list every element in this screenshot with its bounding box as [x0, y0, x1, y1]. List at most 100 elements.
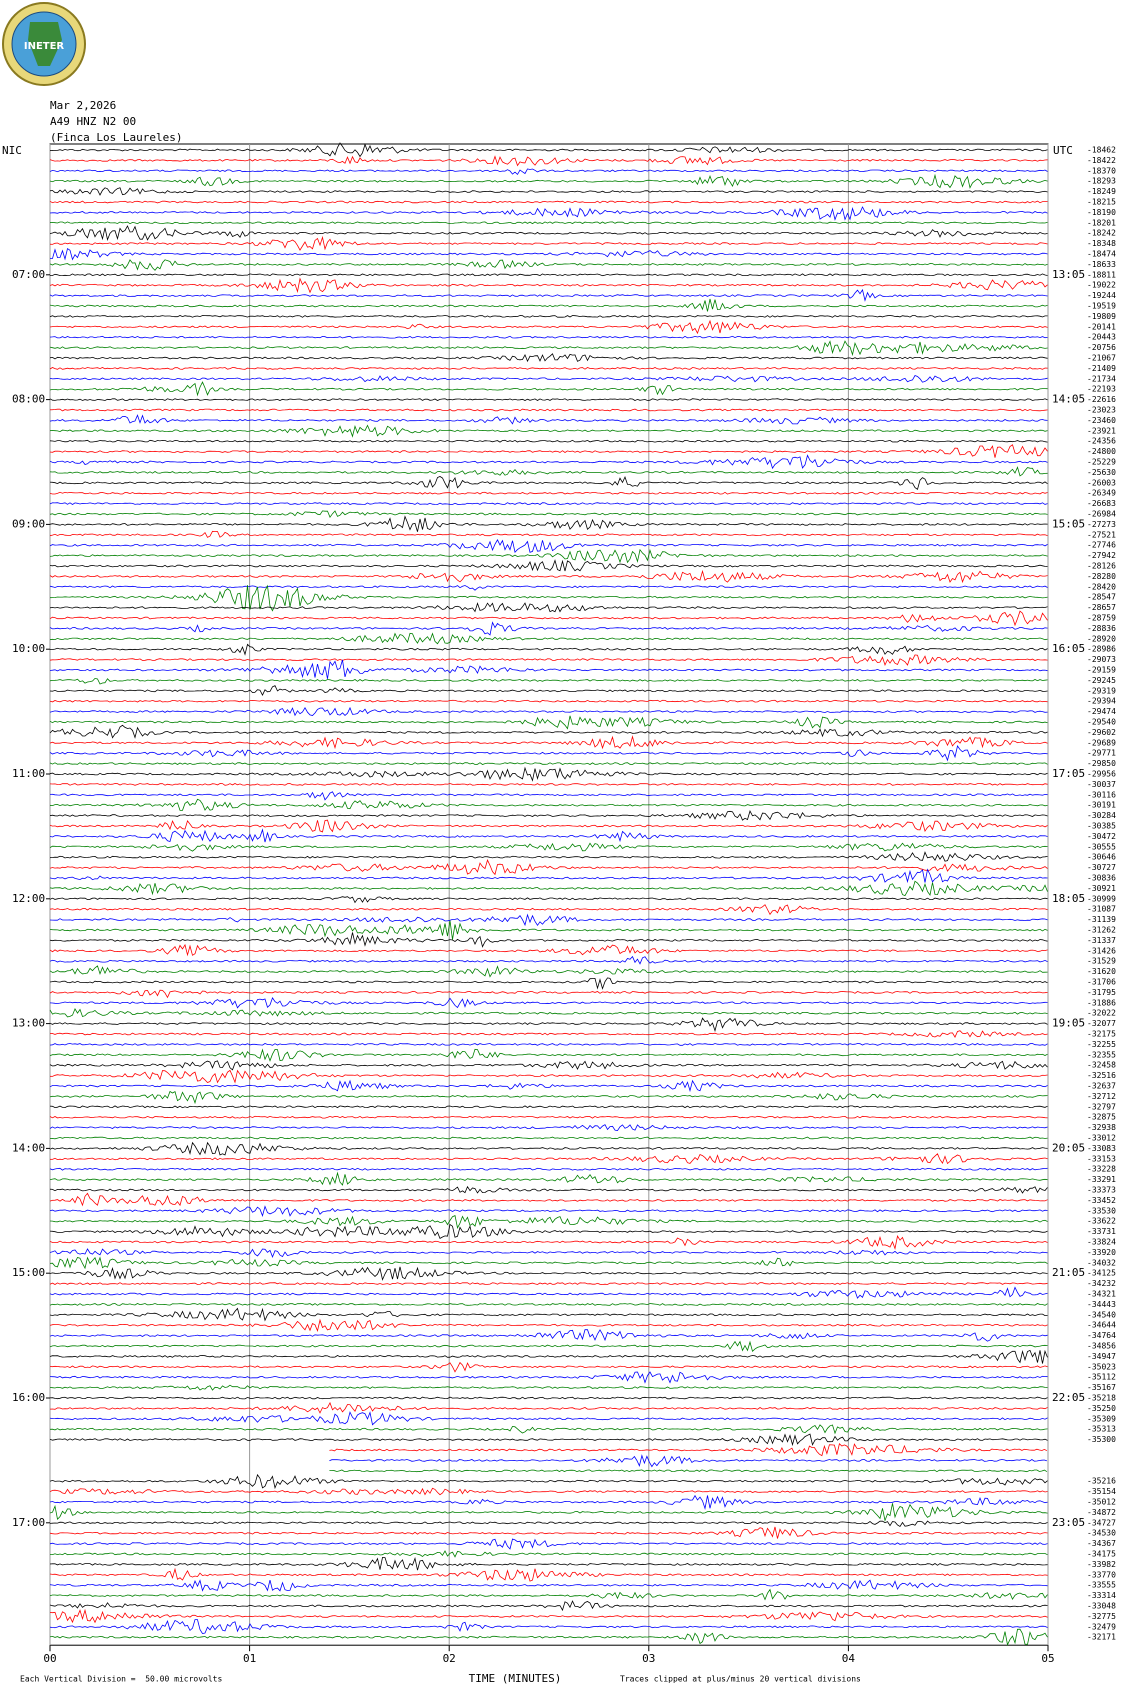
trace-offset: -33731 [1087, 1227, 1116, 1236]
trace [49, 1136, 1048, 1140]
trace [49, 1329, 1048, 1342]
trace [49, 454, 1048, 470]
trace-offset: -32077 [1087, 1019, 1116, 1028]
trace-offset: -31139 [1087, 915, 1116, 924]
trace [49, 819, 1048, 833]
trace [49, 466, 1048, 477]
trace [49, 1008, 1048, 1018]
trace-offset: -30037 [1087, 780, 1116, 789]
trace [49, 1433, 1048, 1447]
left-time: 14:00 [12, 1141, 45, 1154]
trace [49, 677, 1048, 685]
trace [49, 745, 1048, 762]
trace-offset: -32255 [1087, 1040, 1116, 1049]
trace [49, 1105, 1048, 1109]
trace-offset: -32637 [1087, 1082, 1116, 1091]
trace [49, 762, 1048, 765]
trace-offset: -33083 [1087, 1144, 1116, 1153]
trace [49, 643, 1048, 656]
trace [49, 1192, 1048, 1207]
trace-offset: -33824 [1087, 1238, 1116, 1247]
trace [49, 1090, 1048, 1105]
trace-offset: -29474 [1087, 707, 1116, 716]
trace [49, 766, 1048, 782]
trace [49, 715, 1048, 730]
trace-offset: -33291 [1087, 1175, 1116, 1184]
trace [49, 842, 1048, 852]
x-tick-label: 03 [642, 1652, 655, 1665]
trace-offset: -28986 [1087, 645, 1116, 654]
trace-offset: -34947 [1087, 1352, 1116, 1361]
trace [49, 1628, 1048, 1646]
x-axis-label: TIME (MINUTES) [469, 1672, 562, 1685]
trace-offset: -21409 [1087, 364, 1116, 373]
trace-offset: -24800 [1087, 447, 1116, 456]
trace-offset: -35313 [1087, 1425, 1116, 1434]
trace [49, 1520, 1048, 1528]
trace [49, 632, 1048, 645]
trace-offset: -28657 [1087, 603, 1116, 612]
right-time: 18:05 [1052, 892, 1085, 905]
trace [49, 1017, 1048, 1033]
trace [49, 424, 1048, 438]
trace [49, 1494, 1048, 1510]
trace [49, 706, 1048, 717]
trace [49, 315, 1048, 318]
trace [49, 530, 1048, 538]
trace-offset: -32797 [1087, 1102, 1116, 1111]
trace [49, 1167, 1048, 1171]
trace-offset: -29771 [1087, 749, 1116, 758]
trace-offset: -29602 [1087, 728, 1116, 737]
trace [49, 1141, 1048, 1156]
trace [49, 510, 1048, 519]
trace [49, 1487, 1048, 1496]
trace [49, 1424, 1048, 1435]
trace [49, 880, 1048, 897]
x-tick-label: 05 [1041, 1652, 1054, 1665]
trace-offset: -23460 [1087, 416, 1116, 425]
trace [49, 602, 1048, 613]
trace-offset: -34644 [1087, 1321, 1116, 1330]
trace-offset: -33048 [1087, 1602, 1116, 1611]
trace [49, 444, 1048, 458]
trace-offset: -32938 [1087, 1123, 1116, 1132]
plot-frame [49, 143, 1049, 1646]
trace [49, 1069, 1048, 1084]
trace-offset: -31262 [1087, 926, 1116, 935]
trace-offset: -19809 [1087, 312, 1116, 321]
x-tick-label: 04 [842, 1652, 856, 1665]
trace [49, 259, 1048, 271]
trace [49, 858, 1048, 876]
trace [49, 298, 1048, 312]
trace-offset: -23921 [1087, 426, 1116, 435]
trace-offset: -33530 [1087, 1206, 1116, 1215]
trace [49, 1371, 1048, 1384]
trace [49, 277, 1048, 294]
x-tick-label: 02 [443, 1652, 456, 1665]
trace [49, 828, 1048, 843]
trace [49, 1205, 1048, 1217]
trace [49, 810, 1048, 821]
trace [49, 1235, 1048, 1250]
trace [49, 1048, 1048, 1062]
trace-offset: -27521 [1087, 530, 1116, 539]
trace-offset: -18215 [1087, 198, 1116, 207]
trace-offset: -18462 [1087, 146, 1116, 155]
trace [49, 235, 1048, 251]
trace-offset: -26349 [1087, 489, 1116, 498]
trace-offset: -33982 [1087, 1560, 1116, 1569]
trace-offset: -34530 [1087, 1529, 1116, 1538]
trace-offset: -32775 [1087, 1612, 1116, 1621]
right-time: 21:05 [1052, 1266, 1085, 1279]
trace [49, 225, 1048, 241]
trace-offset: -31087 [1087, 905, 1116, 914]
trace-offset: -35216 [1087, 1477, 1116, 1486]
trace-offset: -35023 [1087, 1362, 1116, 1371]
trace [49, 398, 1048, 401]
trace [49, 851, 1048, 862]
trace [49, 439, 1048, 443]
trace [49, 610, 1048, 627]
trace [329, 1454, 1048, 1468]
trace [49, 206, 1048, 221]
trace [49, 585, 1048, 591]
